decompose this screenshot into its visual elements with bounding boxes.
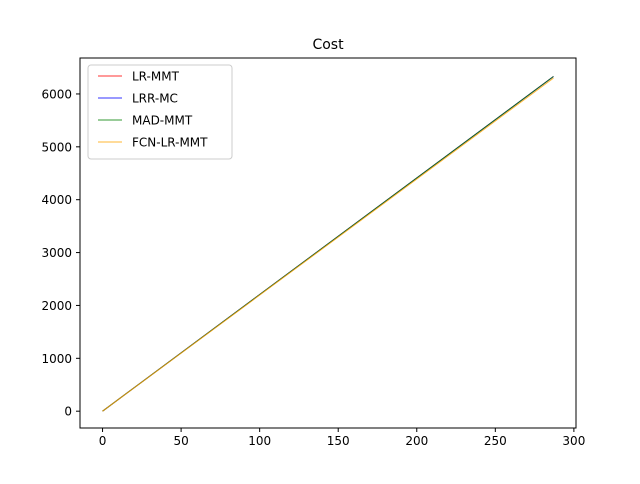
legend-label: FCN-LR-MMT (132, 136, 208, 150)
series-layer (102, 76, 554, 412)
plot-frame (79, 57, 577, 429)
x-tick-label: 0 (99, 434, 107, 448)
x-tick-label: 150 (327, 434, 350, 448)
y-axis: 0 1000 2000 3000 4000 5000 6000 (41, 87, 80, 419)
series-line-4 (102, 77, 554, 412)
y-tick-label: 2000 (41, 299, 72, 313)
x-tick-label: 100 (248, 434, 271, 448)
x-axis: 0 50 100 150 200 250 300 (99, 428, 585, 448)
legend-label: MAD-MMT (132, 114, 193, 128)
x-tick-label: 300 (562, 434, 585, 448)
legend-box (87, 64, 233, 160)
legend-label: LRR-MC (132, 92, 178, 106)
y-tick-label: 4000 (41, 193, 72, 207)
chart-title: Cost (312, 37, 344, 53)
y-tick-label: 6000 (41, 87, 72, 101)
x-tick-label: 250 (484, 434, 507, 448)
x-tick-label: 50 (173, 434, 188, 448)
x-tick-label: 200 (405, 434, 428, 448)
legend-label: LR-MMT (132, 70, 180, 84)
y-tick-label: 5000 (41, 140, 72, 154)
y-tick-label: 0 (64, 405, 72, 419)
legend: LR-MMT LRR-MC MAD-MMT FCN-LR-MMT (87, 64, 233, 160)
y-tick-label: 1000 (41, 352, 72, 366)
y-tick-label: 3000 (41, 246, 72, 260)
